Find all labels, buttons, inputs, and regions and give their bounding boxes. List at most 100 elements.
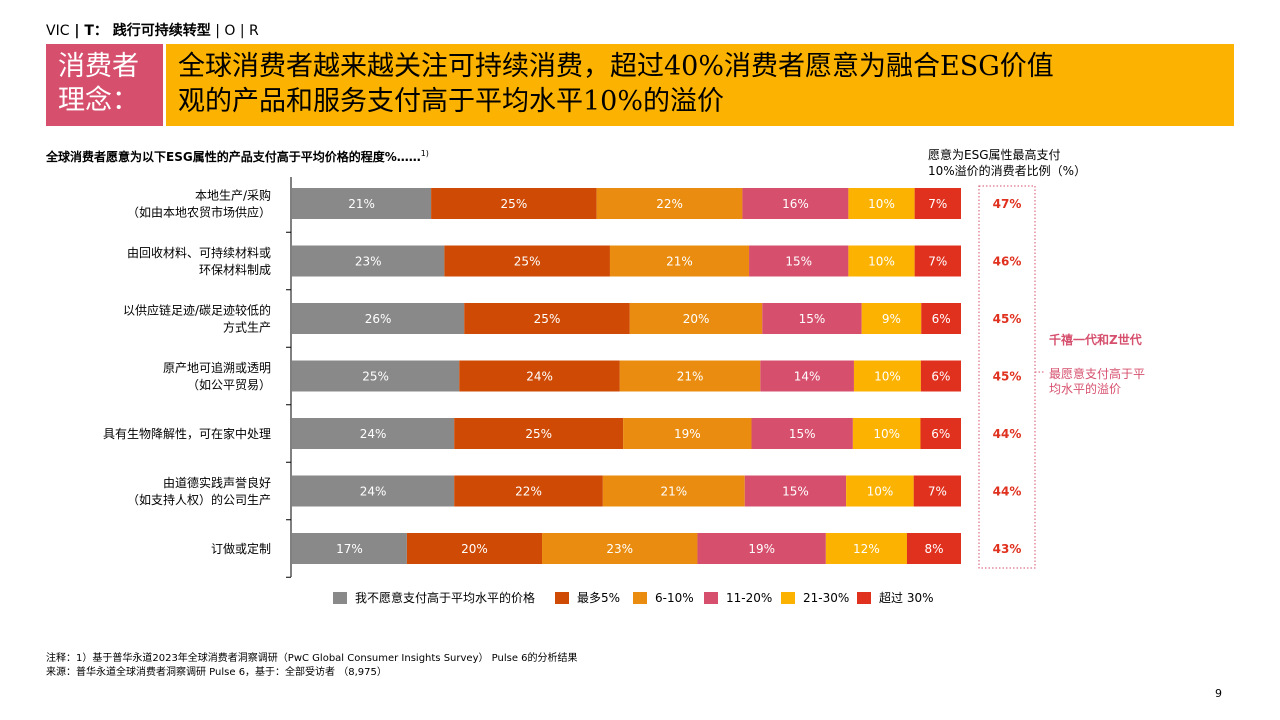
bar-segment bbox=[848, 188, 915, 219]
header-banner: 消费者 理念： 全球消费者越来越关注可持续消费，超过40%消费者愿意为融合ESG… bbox=[46, 44, 1234, 126]
bar-segment bbox=[459, 360, 620, 392]
category-label: （如由本地农贸市场供应） bbox=[127, 205, 271, 220]
legend-label: 我不愿意支付高于平均水平的价格 bbox=[355, 590, 535, 605]
data-label: 15% bbox=[799, 312, 826, 326]
bar-segment bbox=[906, 533, 961, 564]
data-label: 22% bbox=[656, 197, 683, 211]
data-label: 23% bbox=[606, 542, 633, 556]
side-column-title-line1: 愿意为ESG属性最高支付 bbox=[928, 148, 1061, 162]
callout-body: 最愿意支付高于平均水平的溢价 bbox=[1049, 367, 1146, 396]
legend-swatch bbox=[555, 592, 569, 604]
bar-segment bbox=[914, 188, 961, 219]
category-label: （如公平贸易） bbox=[187, 377, 271, 392]
category-label: 环保材料制成 bbox=[199, 263, 271, 277]
category-label: 以供应链足迹/碳足迹较低的 bbox=[123, 303, 271, 318]
data-label: 19% bbox=[674, 427, 701, 441]
side-value: 44% bbox=[993, 427, 1022, 441]
data-label: 25% bbox=[362, 370, 389, 384]
bar-segment bbox=[742, 188, 849, 219]
breadcrumb-rest[interactable]: | O | R bbox=[210, 23, 259, 39]
data-label: 21% bbox=[666, 255, 693, 269]
page-number: 9 bbox=[1215, 687, 1222, 700]
breadcrumb-current: 践行可持续转型 bbox=[107, 23, 211, 39]
data-label: 16% bbox=[782, 197, 809, 211]
side-column-title-line2: 10%溢价的消费者比例（%） bbox=[928, 164, 1087, 178]
data-label: 20% bbox=[461, 542, 488, 556]
breadcrumb-item-t[interactable]: T： bbox=[84, 23, 108, 39]
bar-segment bbox=[292, 475, 455, 507]
side-value: 45% bbox=[993, 370, 1022, 384]
section-label-line1: 消费者 bbox=[58, 51, 139, 82]
side-column-title: 愿意为ESG属性最高支付 10%溢价的消费者比例（%） bbox=[928, 147, 1128, 179]
data-label: 10% bbox=[873, 427, 900, 441]
bar-segment bbox=[292, 188, 432, 219]
data-label: 25% bbox=[534, 312, 561, 326]
bar-segment bbox=[744, 475, 847, 507]
chart-title: 全球消费者愿意为以下ESG属性的产品支付高于平均价格的程度%……1) bbox=[46, 149, 429, 164]
bar-segment bbox=[292, 245, 445, 277]
legend-swatch bbox=[333, 592, 347, 604]
data-label: 7% bbox=[928, 255, 947, 269]
bar-segment bbox=[921, 303, 961, 334]
data-label: 21% bbox=[660, 485, 687, 499]
bar-segment bbox=[751, 418, 853, 449]
data-label: 26% bbox=[365, 312, 392, 326]
data-label: 6% bbox=[931, 370, 950, 384]
legend-label: 最多5% bbox=[577, 591, 620, 605]
data-label: 10% bbox=[868, 255, 895, 269]
data-label: 7% bbox=[928, 485, 947, 499]
data-label: 10% bbox=[874, 370, 901, 384]
category-label: 订做或定制 bbox=[211, 541, 271, 556]
side-value: 43% bbox=[993, 542, 1022, 556]
side-value: 47% bbox=[993, 197, 1022, 211]
bar-segment bbox=[629, 303, 763, 334]
legend-swatch bbox=[781, 592, 795, 604]
data-label: 7% bbox=[928, 197, 947, 211]
data-label: 23% bbox=[355, 255, 382, 269]
page-title: 全球消费者越来越关注可持续消费，超过40%消费者愿意为融合ESG价值 观的产品和… bbox=[166, 44, 1234, 126]
data-label: 24% bbox=[526, 370, 553, 384]
side-value: 45% bbox=[993, 312, 1022, 326]
chart-title-footnote-ref: 1) bbox=[420, 149, 429, 158]
data-label: 24% bbox=[360, 427, 387, 441]
data-label: 25% bbox=[514, 255, 541, 269]
data-label: 14% bbox=[794, 370, 821, 384]
data-label: 19% bbox=[748, 542, 775, 556]
category-label: 具有生物降解性，可在家中处理 bbox=[103, 426, 271, 441]
bar-segment bbox=[619, 360, 761, 392]
side-value: 44% bbox=[993, 485, 1022, 499]
page-title-line2: 观的产品和服务支付高于平均水平10%的溢价 bbox=[178, 86, 725, 117]
bar-segment bbox=[913, 475, 961, 507]
category-label: 由回收材料、可持续材料或 bbox=[127, 245, 271, 260]
bar-segment bbox=[920, 418, 961, 449]
breadcrumb: VIC | T： 践行可持续转型 | O | R bbox=[46, 20, 259, 40]
legend-label: 超过 30% bbox=[879, 590, 934, 605]
category-label: 原产地可追溯或透明 bbox=[163, 360, 271, 375]
side-values-box bbox=[978, 185, 1036, 569]
footnote-source: 来源：普华永道全球消费者洞察调研 Pulse 6，基于：全部受访者 （8,975… bbox=[46, 667, 387, 678]
data-label: 8% bbox=[924, 542, 943, 556]
bar-segment bbox=[848, 245, 915, 277]
bar-segment bbox=[292, 303, 465, 334]
bar-segment bbox=[861, 303, 922, 334]
bar-segment bbox=[464, 303, 630, 334]
bar-segment bbox=[749, 245, 849, 277]
bar-segment bbox=[762, 303, 862, 334]
breadcrumb-sep: | bbox=[69, 23, 85, 39]
bar-segment bbox=[914, 245, 961, 277]
category-label: 由道德实践声誉良好 bbox=[163, 475, 271, 490]
bar-segment bbox=[444, 245, 610, 277]
bar-segment bbox=[825, 533, 907, 564]
data-label: 25% bbox=[501, 197, 528, 211]
data-label: 10% bbox=[868, 197, 895, 211]
legend-swatch bbox=[704, 592, 718, 604]
bar-segment bbox=[623, 418, 752, 449]
data-label: 25% bbox=[525, 427, 552, 441]
breadcrumb-prefix[interactable]: VIC bbox=[46, 23, 70, 39]
category-label: （如支持人权）的公司生产 bbox=[127, 492, 271, 507]
bar-segment bbox=[846, 475, 914, 507]
bar-segment bbox=[602, 475, 745, 507]
bar-segment bbox=[292, 418, 455, 449]
legend-label: 11-20% bbox=[726, 591, 772, 605]
